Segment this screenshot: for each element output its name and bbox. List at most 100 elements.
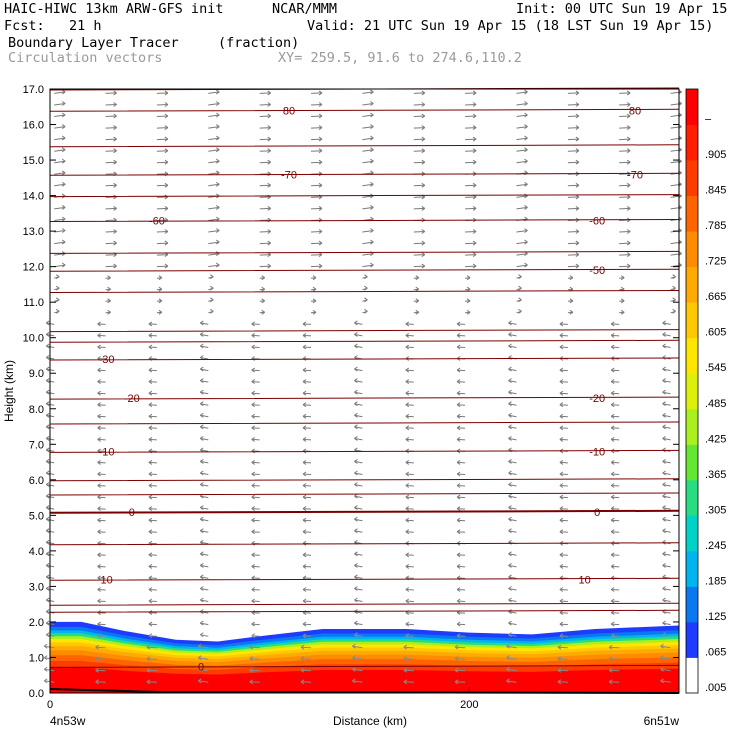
vector-arrow (559, 623, 568, 626)
vector-arrowhead (364, 308, 368, 314)
colorbar-label: .305 (705, 504, 726, 516)
vector-arrowhead (251, 494, 255, 500)
vector-arrow (156, 242, 168, 245)
vector-arrowhead (318, 125, 323, 131)
vector-arrow (302, 392, 312, 395)
vector-arrow (662, 460, 671, 464)
vector-arrow (506, 657, 517, 660)
vector-arrow (352, 680, 363, 683)
vector-arrowhead (403, 679, 408, 685)
field-units: (fraction) (218, 35, 300, 51)
vector-arrow (156, 265, 168, 268)
vector-arrowhead (610, 529, 615, 535)
vector-arrowhead (45, 562, 50, 568)
vector-arrow (405, 427, 414, 429)
vector-arrowhead (113, 125, 117, 131)
y-tick-label: 16.0 (23, 120, 44, 132)
vector-arrowhead (97, 552, 101, 558)
vector-arrowhead (318, 148, 323, 154)
vector-arrow (105, 92, 117, 94)
vector-arrowhead (508, 435, 512, 441)
vector-arrowhead (61, 158, 66, 164)
vector-arrow (156, 173, 168, 175)
vector-arrow (660, 645, 671, 649)
model-title: HAIC-HIWC 13km ARW-GFS init (4, 1, 224, 17)
vector-arrowhead (251, 425, 255, 431)
vector-arrowhead (466, 275, 471, 281)
vector-arrowhead (466, 298, 471, 304)
vector-arrow (559, 381, 568, 383)
vector-arrow (508, 576, 517, 579)
vector-arrow (405, 346, 414, 348)
vector-arrowhead (61, 147, 66, 153)
vector-arrowhead (456, 459, 461, 465)
vector-arrow (557, 658, 568, 660)
vector-arrowhead (610, 390, 615, 396)
vector-arrow (611, 485, 620, 487)
vector-arrowhead (267, 102, 271, 107)
vector-arrowhead (421, 136, 426, 142)
colorbar-swatch (686, 550, 698, 587)
vector-arrow (465, 115, 477, 117)
vector-arrow (405, 508, 414, 510)
circulation-vectors (43, 89, 682, 685)
vector-arrowhead (421, 148, 426, 154)
vector-arrow (354, 333, 363, 337)
vector-arrowhead (508, 412, 512, 418)
vector-arrow (251, 381, 260, 383)
vector-arrow (302, 415, 312, 418)
vector-arrowhead (148, 598, 153, 604)
vector-arrowhead (354, 435, 358, 441)
vector-arrow (251, 508, 260, 510)
vector-arrowhead (508, 366, 512, 372)
vector-arrow (200, 449, 209, 452)
vector-arrowhead (113, 205, 117, 211)
vector-arrowhead (508, 632, 512, 638)
vector-arrow (156, 150, 168, 152)
vector-arrow (457, 438, 466, 441)
vector-arrow (559, 404, 568, 406)
vector-arrowhead (354, 378, 358, 384)
vector-arrowhead (267, 240, 271, 246)
vector-arrow (662, 333, 671, 337)
vector-arrow (259, 161, 271, 164)
vector-arrowhead (405, 517, 410, 523)
vector-arrow (249, 658, 260, 660)
vector-arrow (662, 380, 671, 383)
vector-arrowhead (421, 263, 426, 269)
vector-arrow (413, 265, 425, 268)
vector-arrowhead (405, 436, 410, 442)
vector-arrow (200, 322, 209, 325)
vector-arrow (251, 334, 260, 337)
vector-arrow (300, 669, 312, 672)
vector-arrowhead (354, 343, 358, 349)
vector-arrow (200, 460, 209, 464)
vector-arrowhead (608, 667, 613, 673)
vector-arrow (405, 531, 414, 533)
vector-arrow (670, 253, 682, 256)
vector-arrow (148, 519, 157, 522)
vector-arrowhead (267, 159, 271, 165)
vector-arrowhead (312, 309, 317, 315)
vector-arrow (662, 368, 671, 372)
vector-arrowhead (200, 412, 204, 418)
vector-arrow (516, 264, 528, 268)
vector-arrowhead (672, 285, 676, 291)
vector-arrowhead (370, 262, 374, 268)
vector-arrowhead (148, 552, 153, 558)
vector-arrow (567, 150, 579, 152)
vector-arrow (259, 254, 271, 256)
vector-arrow (516, 91, 528, 94)
vector-arrowhead (200, 632, 204, 638)
vector-arrowhead (472, 229, 477, 234)
vector-arrowhead (506, 678, 510, 684)
vector-arrowhead (456, 436, 461, 442)
vector-arrowhead (251, 321, 255, 327)
vector-arrow (97, 623, 106, 626)
vector-arrowhead (45, 435, 50, 441)
vector-arrow (251, 415, 260, 418)
vector-arrowhead (113, 113, 117, 119)
vector-arrow (95, 669, 106, 672)
y-tick-label: 6.0 (29, 475, 44, 487)
vector-arrowhead (164, 90, 169, 96)
